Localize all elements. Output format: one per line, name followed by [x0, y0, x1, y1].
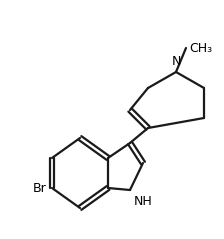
Text: NH: NH	[134, 195, 153, 208]
Text: N: N	[171, 55, 181, 68]
Text: Br: Br	[32, 181, 46, 195]
Text: CH₃: CH₃	[189, 42, 212, 54]
